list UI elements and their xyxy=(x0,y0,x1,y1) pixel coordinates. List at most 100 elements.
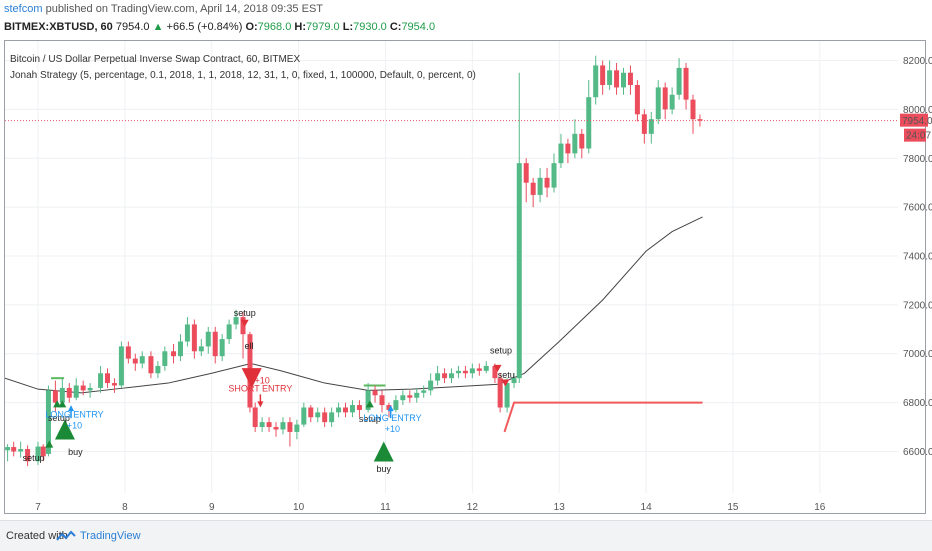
candle-body xyxy=(343,407,349,413)
buy-signal-marker xyxy=(58,400,67,408)
candle-body xyxy=(98,373,104,388)
candle-body xyxy=(365,390,371,410)
candle-body xyxy=(252,407,258,428)
candle-body xyxy=(294,424,300,432)
last-price-badge xyxy=(900,113,928,127)
tradingview-logo-icon[interactable] xyxy=(56,529,76,543)
candle-body xyxy=(483,365,489,371)
candle-body xyxy=(511,378,517,384)
long-entry-arrow xyxy=(387,405,394,419)
y-tick-label: 6600.0 xyxy=(903,447,932,458)
candle-body xyxy=(205,331,211,347)
candle-body xyxy=(641,114,647,134)
chart-frame[interactable] xyxy=(4,40,926,514)
high-value: 7979.0 xyxy=(306,21,340,33)
publish-header: stefcom published on TradingView.com, Ap… xyxy=(0,0,932,40)
sell-signal-marker xyxy=(493,364,502,372)
candle-body xyxy=(322,412,328,423)
publisher-link[interactable]: stefcom xyxy=(4,3,43,15)
candle-body xyxy=(407,395,413,398)
candle-body xyxy=(697,119,703,121)
candle-body xyxy=(301,407,307,425)
candle-body xyxy=(349,405,355,413)
candle-body xyxy=(379,395,385,406)
x-tick-label: 15 xyxy=(727,502,739,513)
created-with-text: Created with xyxy=(6,530,68,542)
candle-body xyxy=(386,405,392,410)
countdown-badge-text: 24:07 xyxy=(906,131,931,142)
candle-body xyxy=(171,351,177,357)
arrow-head xyxy=(387,405,394,412)
candle-body xyxy=(148,356,154,374)
candle-body xyxy=(287,422,293,432)
candle-body xyxy=(683,67,689,100)
candle-body xyxy=(579,133,585,149)
footer-bar: Created with TradingView xyxy=(0,520,932,551)
candle-body xyxy=(662,87,668,110)
x-tick-label: 7 xyxy=(35,502,41,513)
candle-body xyxy=(273,427,279,430)
tradingview-brand-link[interactable]: TradingView xyxy=(80,530,141,542)
candle-body xyxy=(259,422,265,428)
candle-body xyxy=(212,331,218,357)
candle-body xyxy=(469,368,475,374)
candle-body xyxy=(572,133,578,154)
x-tick-label: 8 xyxy=(122,502,128,513)
arrow-head xyxy=(257,401,264,408)
candle-body xyxy=(497,378,503,408)
candle-body xyxy=(400,395,406,401)
candle-body xyxy=(52,390,58,403)
legend-strategy: Jonah Strategy (5, percentage, 0.1, 2018… xyxy=(10,70,476,81)
chart-annotation: buy xyxy=(68,447,83,457)
candle-body xyxy=(593,65,599,98)
candle-body xyxy=(421,390,427,393)
published-text: published on TradingView.com, April 14, … xyxy=(45,3,324,15)
high-label: H: xyxy=(294,21,306,33)
countdown-badge xyxy=(904,128,926,142)
long-entry-arrow xyxy=(68,405,75,419)
candle-body xyxy=(111,383,117,386)
candle-body xyxy=(308,407,314,418)
candle-body xyxy=(25,449,31,462)
y-tick-label: 7200.0 xyxy=(903,300,932,311)
candle-body xyxy=(280,422,286,430)
chart-annotation: buy xyxy=(376,464,391,474)
candle-body xyxy=(414,392,420,398)
candle-body xyxy=(393,400,399,410)
chart-annotation: +10 xyxy=(67,420,82,430)
candle-body xyxy=(40,446,46,457)
candle-body xyxy=(132,358,138,364)
chart-annotation: setup xyxy=(48,413,70,423)
candle-body xyxy=(105,373,111,384)
candle-body xyxy=(614,70,620,88)
candle-body xyxy=(655,87,661,120)
candle-body xyxy=(648,119,654,134)
candle-body xyxy=(59,387,65,403)
sell-signal-marker xyxy=(241,368,262,389)
open-value: 7968.0 xyxy=(257,21,292,33)
y-tick-label: 8000.0 xyxy=(903,105,932,116)
y-tick-label: 7600.0 xyxy=(903,203,932,214)
buy-signal-marker xyxy=(365,400,374,408)
y-tick-label: 6800.0 xyxy=(903,398,932,409)
symbol-label: BITMEX:XBTUSD, 60 xyxy=(4,21,113,33)
candle-body xyxy=(558,143,564,164)
candle-body xyxy=(329,412,335,423)
y-tick-label: 8200.0 xyxy=(903,56,932,67)
chart-annotation: setup xyxy=(490,346,512,356)
chart-annotation: ell xyxy=(245,341,254,351)
candle-body xyxy=(35,446,41,462)
sell-signal-marker xyxy=(240,319,249,327)
chart-annotation: +10 xyxy=(385,424,400,434)
candle-body xyxy=(266,422,272,428)
candle-body xyxy=(219,339,225,357)
chart-annotation: LONG ENTRY xyxy=(363,413,421,423)
candle-body xyxy=(18,449,24,452)
candle-body xyxy=(504,383,510,408)
candle-body xyxy=(627,72,633,85)
candle-body xyxy=(634,84,640,115)
candle-body xyxy=(372,390,378,396)
candle-body xyxy=(523,163,529,183)
